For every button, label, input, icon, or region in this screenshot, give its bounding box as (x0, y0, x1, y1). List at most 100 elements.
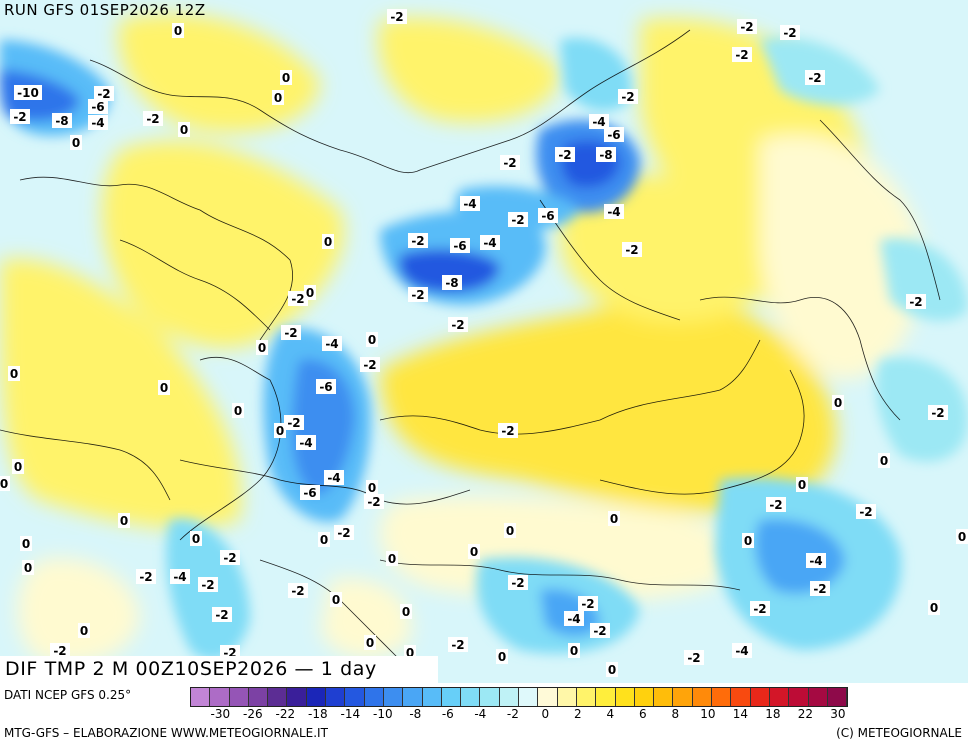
contour-label-bg (288, 583, 308, 598)
contour-label-bg (20, 536, 32, 551)
contour-label: 0 (320, 533, 328, 547)
colorbar-tick-label: -14 (340, 707, 361, 721)
colorbar-tick-label: -8 (409, 707, 422, 721)
contour-label-bg (232, 403, 244, 418)
contour-label: -2 (363, 358, 376, 372)
contour-label-bg (143, 111, 163, 126)
data-source: DATI NCEP GFS 0.25° (4, 688, 132, 702)
contour-label: -2 (687, 651, 700, 665)
contour-label-bg (596, 147, 616, 162)
contour-label: -4 (607, 205, 620, 219)
colorbar-swatch (731, 688, 751, 706)
contour-label-bg (780, 25, 800, 40)
contour-label: 0 (930, 601, 938, 615)
contour-label: -4 (735, 644, 748, 658)
contour-label: 0 (14, 460, 22, 474)
contour-label-bg (684, 650, 704, 665)
contour-label-bg (508, 575, 528, 590)
contour-label: 0 (506, 524, 514, 538)
colorbar-tick-label: 6 (639, 707, 647, 721)
contour-label-bg (296, 435, 316, 450)
colorbar-swatch (789, 688, 809, 706)
colorbar-swatch (615, 688, 635, 706)
contour-label-bg (500, 155, 520, 170)
colorbar-tick-label: 4 (606, 707, 615, 721)
colorbar-swatch (210, 688, 230, 706)
contour-label-bg (578, 596, 598, 611)
contour-label: -2 (581, 597, 594, 611)
contour-label-bg (956, 529, 968, 544)
contour-label-bg (52, 113, 72, 128)
colorbar-swatch (519, 688, 539, 706)
contour-label: -2 (451, 318, 464, 332)
contour-label: -2 (139, 570, 152, 584)
contour-label-bg (608, 511, 620, 526)
contour-label-bg (256, 340, 268, 355)
contour-label: 0 (0, 477, 8, 491)
field-label: DIF TMP 2 M 00Z10SEP2026 — 1 day (0, 656, 438, 683)
contour-label: 0 (306, 286, 314, 300)
contour-label-bg (198, 577, 218, 592)
contour-label: -2 (735, 48, 748, 62)
contour-label-bg (172, 23, 184, 38)
contour-label: 0 (470, 545, 478, 559)
contour-label-bg (480, 235, 500, 250)
contour-label: -4 (325, 337, 338, 351)
contour-label-bg (322, 234, 334, 249)
contour-label: -2 (13, 110, 26, 124)
contour-label: -2 (367, 495, 380, 509)
contour-label-bg (856, 504, 876, 519)
colorbar-tick-label: 10 (700, 707, 716, 721)
contour-label: 0 (274, 91, 282, 105)
contour-label-bg (318, 532, 330, 547)
contour-label-bg (360, 357, 380, 372)
colorbar-swatch (306, 688, 327, 706)
contour-label-bg (386, 551, 398, 566)
contour-label-bg (280, 70, 292, 85)
contour-label-bg (50, 643, 70, 658)
contour-label-bg (766, 497, 786, 512)
contour-label: -2 (215, 608, 228, 622)
contour-label: -2 (753, 602, 766, 616)
contour-label-bg (564, 611, 584, 626)
contour-label-bg (408, 233, 428, 248)
colorbar-swatch (557, 688, 577, 706)
contour-label-bg (448, 637, 468, 652)
colorbar-swatch (287, 688, 307, 706)
contour-label: 0 (608, 663, 616, 677)
contour-label-bg (170, 569, 190, 584)
contour-label-bg (538, 208, 558, 223)
contour-label: 0 (192, 532, 200, 546)
contour-label: -2 (291, 292, 304, 306)
contour-label: -2 (593, 624, 606, 638)
credit-left: MTG-GFS – ELABORAZIONE WWW.METEOGIORNALE… (4, 726, 328, 740)
contour-label-bg (732, 47, 752, 62)
contour-label-bg (322, 336, 342, 351)
contour-label-bg (10, 109, 30, 124)
contour-label: 0 (72, 136, 80, 150)
contour-label-bg (304, 285, 316, 300)
contour-label: -6 (607, 128, 620, 142)
contour-label-bg (281, 325, 301, 340)
contour-label: -4 (299, 436, 312, 450)
colorbar-ticks: -30 -26 -22 -18 -14 -10 -8 -6 -4 -2 0 2 4 6 8 10 14 18 22 3… (190, 707, 966, 723)
contour-label-bg (806, 553, 826, 568)
colorbar (190, 687, 849, 707)
contour-label: 0 (610, 512, 618, 526)
contour-label-bg (750, 601, 770, 616)
contour-label-bg (94, 86, 114, 101)
colorbar-swatch (326, 688, 346, 706)
contour-label: 0 (834, 396, 842, 410)
contour-label-bg (508, 212, 528, 227)
colorbar-swatch (268, 688, 288, 706)
contour-label: 0 (258, 341, 266, 355)
contour-label-bg (442, 275, 462, 290)
contour-label: -4 (463, 197, 476, 211)
contour-label-bg (732, 643, 752, 658)
contour-label-bg (448, 317, 468, 332)
contour-label-bg (220, 550, 240, 565)
contour-label-bg (136, 569, 156, 584)
contour-label: 0 (22, 537, 30, 551)
contour-label: -6 (303, 486, 316, 500)
colorbar-swatch (422, 688, 442, 706)
